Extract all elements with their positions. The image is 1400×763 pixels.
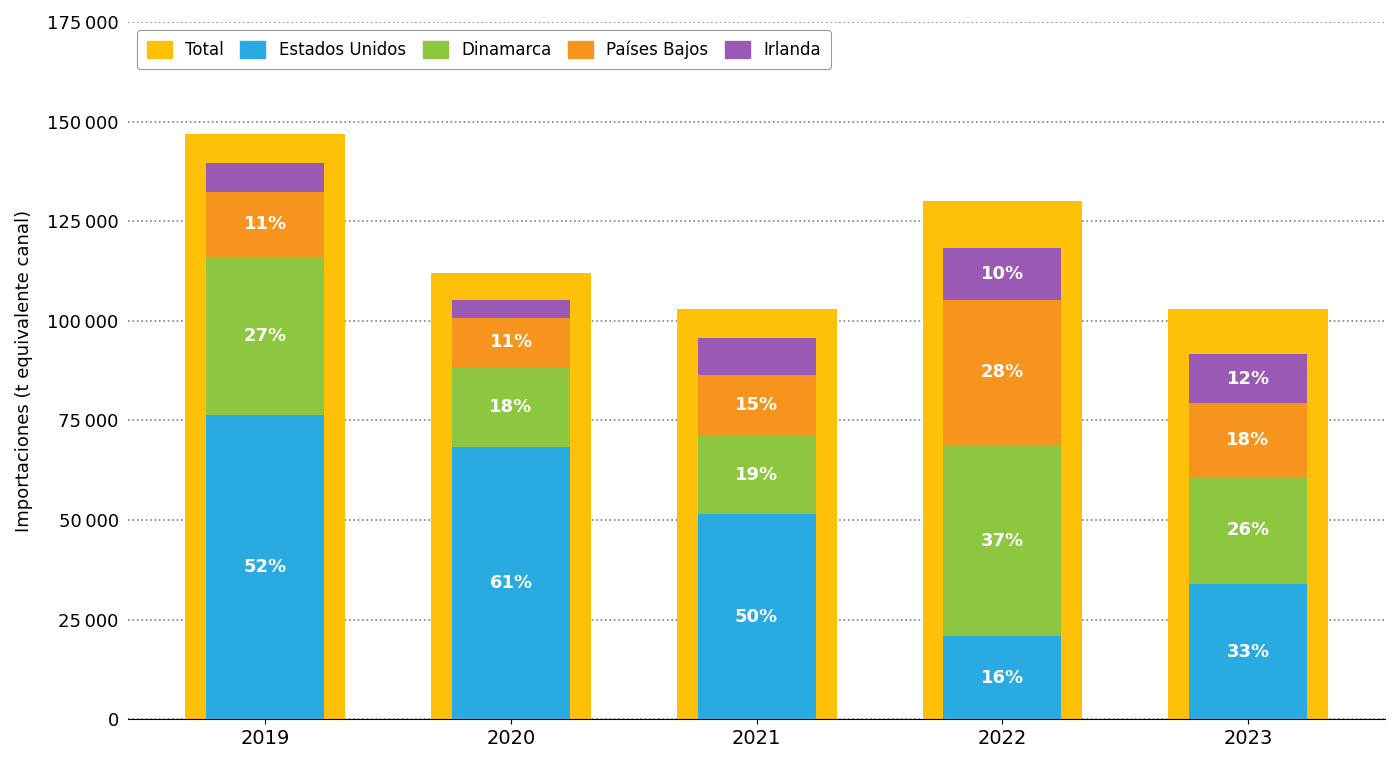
Text: 61%: 61% bbox=[490, 575, 532, 592]
Bar bbox=[452, 367, 570, 447]
Bar bbox=[944, 445, 1061, 636]
Bar bbox=[923, 201, 1082, 720]
Text: 52%: 52% bbox=[244, 558, 287, 576]
Text: 18%: 18% bbox=[1226, 431, 1270, 449]
Legend: Total, Estados Unidos, Dinamarca, Países Bajos, Irlanda: Total, Estados Unidos, Dinamarca, Países… bbox=[137, 31, 832, 69]
Text: 11%: 11% bbox=[244, 215, 287, 233]
Bar bbox=[944, 248, 1061, 300]
Text: 11%: 11% bbox=[490, 333, 532, 351]
Bar bbox=[185, 134, 346, 720]
Bar bbox=[1189, 584, 1308, 720]
Text: 27%: 27% bbox=[244, 327, 287, 345]
Text: 12%: 12% bbox=[1226, 369, 1270, 388]
Bar bbox=[206, 415, 325, 720]
Bar bbox=[206, 256, 325, 415]
Bar bbox=[697, 337, 816, 375]
Bar bbox=[206, 192, 325, 256]
Bar bbox=[452, 300, 570, 317]
Bar bbox=[206, 163, 325, 192]
Text: 10%: 10% bbox=[981, 265, 1023, 283]
Text: 26%: 26% bbox=[1226, 521, 1270, 539]
Bar bbox=[676, 309, 837, 720]
Bar bbox=[431, 273, 591, 720]
Bar bbox=[697, 436, 816, 514]
Text: 33%: 33% bbox=[1226, 642, 1270, 661]
Bar bbox=[1189, 404, 1308, 477]
Bar bbox=[944, 300, 1061, 445]
Bar bbox=[452, 447, 570, 720]
Text: 28%: 28% bbox=[981, 363, 1023, 382]
Bar bbox=[1189, 477, 1308, 584]
Y-axis label: Importaciones (t equivalente canal): Importaciones (t equivalente canal) bbox=[15, 210, 34, 532]
Text: 18%: 18% bbox=[490, 398, 532, 416]
Text: 15%: 15% bbox=[735, 396, 778, 414]
Text: 19%: 19% bbox=[735, 466, 778, 484]
Text: 37%: 37% bbox=[981, 532, 1023, 549]
Bar bbox=[697, 375, 816, 436]
Text: 16%: 16% bbox=[981, 669, 1023, 687]
Text: 50%: 50% bbox=[735, 607, 778, 626]
Bar bbox=[1168, 309, 1327, 720]
Bar bbox=[944, 636, 1061, 720]
Bar bbox=[452, 317, 570, 367]
Bar bbox=[1189, 354, 1308, 404]
Bar bbox=[697, 514, 816, 720]
